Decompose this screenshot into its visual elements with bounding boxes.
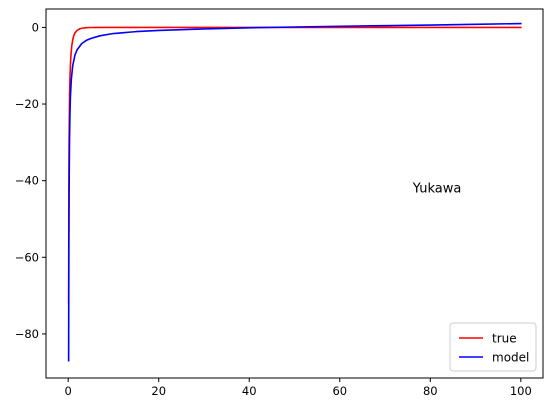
y-tick-label: −60 (15, 250, 39, 264)
y-tick-label: −80 (15, 327, 39, 341)
legend: true model (449, 322, 537, 372)
y-tick-label: −40 (15, 174, 39, 188)
legend-box (449, 322, 537, 372)
annotation-yukawa: Yukawa (412, 182, 462, 197)
y-tick-label: −20 (15, 97, 39, 111)
x-tick-label: 0 (65, 384, 72, 398)
series-line-model (67, 22, 522, 362)
x-axis: 0 20 40 60 80 100 (65, 378, 532, 398)
y-axis: 0 −20 −40 −60 −80 (15, 20, 46, 341)
x-tick-label: 20 (151, 384, 166, 398)
y-tick-label: 0 (32, 20, 39, 34)
plot-area-background (46, 9, 543, 378)
legend-label-model: model (492, 351, 529, 365)
x-tick-label: 60 (332, 384, 347, 398)
plot-frame (45, 8, 544, 379)
x-tick-label: 80 (423, 384, 438, 398)
series-line-true (67, 26, 522, 305)
x-tick-label: 100 (510, 384, 532, 398)
legend-label-true: true (492, 332, 517, 346)
x-tick-label: 40 (242, 384, 257, 398)
series-layer (67, 22, 522, 362)
